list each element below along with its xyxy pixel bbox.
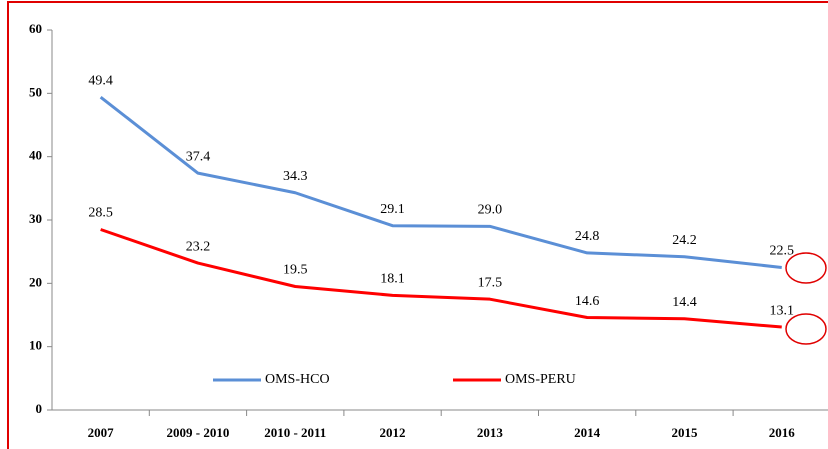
data-label: 14.4 xyxy=(672,295,697,310)
data-label: 37.4 xyxy=(186,149,211,164)
x-tick-label: 2016 xyxy=(769,425,796,440)
x-tick-label: 2014 xyxy=(574,425,601,440)
x-tick-label: 2007 xyxy=(88,425,115,440)
series-line xyxy=(100,228,782,329)
data-label: 29.0 xyxy=(478,203,503,218)
y-tick-label: 60 xyxy=(29,21,42,36)
y-tick-label: 20 xyxy=(29,274,42,289)
x-tick-label: 2009 - 2010 xyxy=(167,425,230,440)
data-label: 14.6 xyxy=(575,294,600,309)
series-line xyxy=(99,95,782,269)
x-tick-label: 2015 xyxy=(671,425,698,440)
y-tick-label: 0 xyxy=(36,401,43,416)
data-label: 17.5 xyxy=(478,275,503,290)
y-tick-label: 10 xyxy=(29,338,42,353)
y-tick-label: 50 xyxy=(29,84,42,99)
data-label: 19.5 xyxy=(283,263,308,278)
y-tick-label: 30 xyxy=(29,211,42,226)
data-label: 49.4 xyxy=(88,73,113,88)
data-label: 13.1 xyxy=(770,303,795,318)
data-label: 24.2 xyxy=(672,233,697,248)
data-label: 23.2 xyxy=(186,239,211,254)
legend-label: OMS-HCO xyxy=(265,372,330,387)
y-tick-label: 40 xyxy=(29,148,42,163)
data-label: 18.1 xyxy=(380,272,405,287)
data-label: 24.8 xyxy=(575,229,600,244)
data-label: 22.5 xyxy=(770,244,795,259)
highlight-circle xyxy=(785,313,827,345)
legend-label: OMS-PERU xyxy=(505,372,576,387)
data-label: 34.3 xyxy=(283,169,308,184)
data-label: 28.5 xyxy=(88,206,113,221)
highlight-circle xyxy=(785,252,827,284)
x-tick-label: 2012 xyxy=(380,425,406,440)
x-tick-label: 2010 - 2011 xyxy=(264,425,326,440)
frame xyxy=(7,1,828,449)
data-label: 29.1 xyxy=(380,202,405,217)
x-tick-label: 2013 xyxy=(477,425,504,440)
